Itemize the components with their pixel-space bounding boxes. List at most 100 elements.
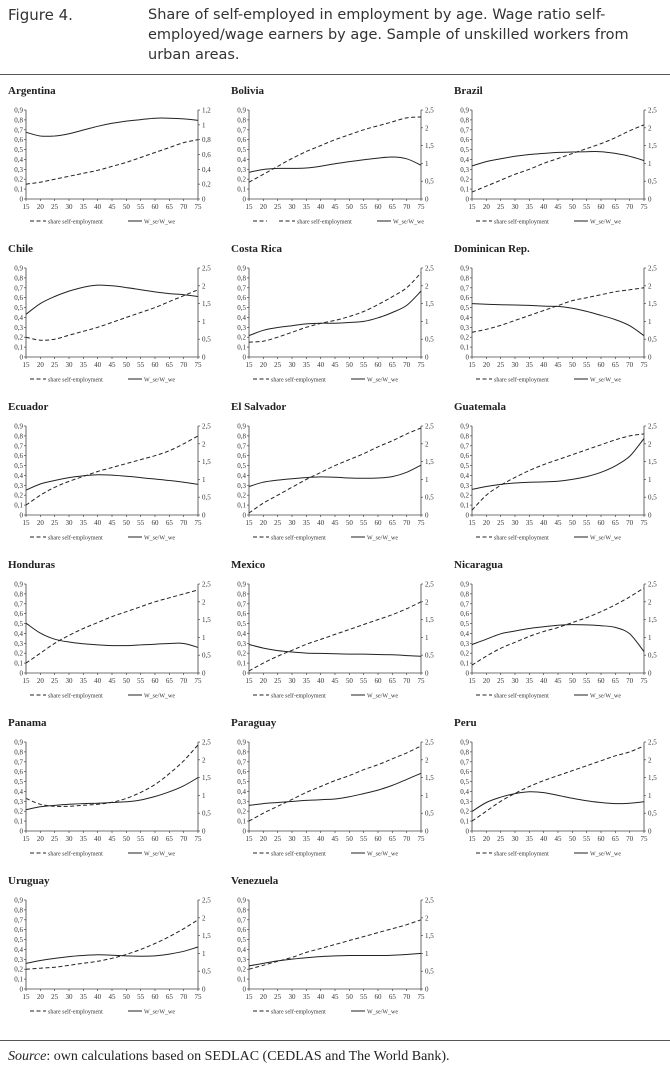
x-tick-label: 20 (37, 835, 45, 843)
series-line-wage-ratio (25, 777, 199, 811)
y-tick-label-right: 0,8 (202, 136, 211, 144)
y-tick-label-left: 0,2 (237, 176, 246, 184)
x-tick-label: 45 (555, 677, 563, 685)
x-tick-label: 45 (332, 993, 340, 1001)
x-tick-label: 30 (289, 361, 297, 369)
y-tick-label-left: 0 (243, 512, 247, 520)
x-tick-label: 65 (389, 835, 397, 843)
chart-title: Honduras (8, 559, 56, 571)
y-tick-label-right: 2 (648, 756, 652, 764)
series-line-wage-ratio (471, 438, 645, 490)
y-tick-label-left: 0,4 (14, 630, 23, 638)
y-tick-label-left: 0,8 (460, 274, 469, 282)
x-tick-label: 35 (303, 203, 311, 211)
y-tick-label-left: 0,1 (460, 660, 469, 668)
y-tick-label-left: 0,6 (460, 136, 469, 144)
y-tick-label-left: 0,9 (460, 581, 469, 589)
y-tick-label-left: 0,9 (460, 107, 469, 115)
chart-title: Guatemala (454, 401, 506, 413)
y-tick-label-right: 0,5 (648, 336, 657, 344)
chart-title: Chile (8, 243, 33, 255)
y-tick-label-left: 0,2 (14, 808, 23, 816)
y-tick-label-right: 1 (202, 634, 206, 642)
x-tick-label: 55 (137, 203, 145, 211)
x-tick-label: 40 (317, 361, 325, 369)
x-tick-label: 15 (23, 203, 31, 211)
y-tick-label-left: 0 (243, 354, 247, 362)
y-tick-label-right: 2,5 (425, 739, 434, 747)
chart-panama: Panama 0 0,1 0,2 0,3 0,4 0,5 0,6 0,7 0,80,9 0 0,5 1 1… (8, 717, 211, 857)
y-tick-label-right: 0,5 (425, 810, 434, 818)
x-tick-label: 70 (403, 203, 411, 211)
y-tick-label-left: 0,4 (460, 156, 469, 164)
legend-label-share: share self-employment (494, 850, 549, 857)
x-tick-label: 20 (37, 519, 45, 527)
y-tick-label-left: 0,1 (14, 186, 23, 194)
y-tick-label-right: 1,5 (648, 774, 657, 782)
x-tick-label: 65 (166, 835, 174, 843)
y-tick-label-right: 0,5 (648, 178, 657, 186)
y-tick-label-left: 0,9 (14, 581, 23, 589)
chart-honduras: Honduras 0 0,1 0,2 0,3 0,4 0,5 0,6 0,7 0,80,9 0 0,5… (8, 559, 211, 699)
y-tick-label-left: 0,7 (237, 442, 246, 450)
y-tick-label-left: 0,4 (237, 630, 246, 638)
y-tick-label-left: 0,6 (237, 768, 246, 776)
series-line-share-self-employment (471, 587, 645, 666)
y-tick-label-right: 0 (202, 512, 206, 520)
y-tick-label-left: 0,5 (460, 146, 469, 154)
y-tick-label-left: 0,8 (460, 590, 469, 598)
y-tick-label-right: 0 (648, 512, 652, 520)
x-tick-label: 40 (540, 203, 548, 211)
y-tick-label-left: 0,6 (460, 452, 469, 460)
x-tick-label: 75 (418, 835, 426, 843)
y-tick-label-left: 0,3 (460, 640, 469, 648)
legend-label-share: share self-employment (48, 1008, 103, 1015)
y-tick-label-left: 0,7 (14, 600, 23, 608)
y-tick-label-right: 2,5 (202, 423, 211, 431)
x-tick-label: 15 (23, 993, 31, 1001)
y-tick-label-left: 0 (466, 512, 470, 520)
y-tick-label-right: 0 (425, 512, 429, 520)
chart-costa-rica: Costa Rica 0 0,1 0,2 0,3 0,4 0,5 0,6 0,7 0,80,9 0 0… (231, 243, 434, 383)
x-tick-label: 20 (483, 519, 491, 527)
y-tick-label-left: 0,3 (14, 640, 23, 648)
y-tick-label-left: 0,2 (14, 492, 23, 500)
y-tick-label-right: 0 (202, 196, 206, 204)
y-tick-label-left: 0,7 (237, 758, 246, 766)
legend-label-share: share self-employment (494, 534, 549, 541)
x-tick-label: 70 (626, 677, 634, 685)
x-tick-label: 60 (598, 677, 606, 685)
x-tick-label: 75 (641, 677, 649, 685)
chart-title: Nicaragua (454, 559, 503, 571)
x-tick-label: 60 (375, 993, 383, 1001)
legend-label-wage: W_se/W_we (367, 1009, 398, 1015)
y-tick-label-left: 0,4 (460, 630, 469, 638)
y-tick-label-left: 0,8 (14, 590, 23, 598)
x-tick-label: 55 (360, 835, 368, 843)
chart-title: Paraguay (231, 717, 277, 729)
y-tick-label-left: 0,3 (14, 482, 23, 490)
legend-label-share: share self-employment (271, 376, 326, 383)
y-tick-label-right: 2 (648, 124, 652, 132)
y-tick-label-left: 0,5 (460, 620, 469, 628)
y-tick-label-left: 0 (243, 828, 247, 836)
series-line-wage-ratio (471, 151, 645, 167)
x-tick-label: 65 (389, 361, 397, 369)
source-text: : own calculations based on SEDLAC (CEDL… (46, 1049, 450, 1064)
x-tick-label: 20 (483, 835, 491, 843)
x-tick-label: 30 (512, 361, 520, 369)
x-tick-label: 25 (274, 835, 282, 843)
y-tick-label-right: 0,4 (202, 166, 211, 174)
x-tick-label: 35 (80, 993, 88, 1001)
y-tick-label-left: 0,4 (14, 788, 23, 796)
y-tick-label-left: 0,5 (460, 778, 469, 786)
chart-title: Ecuador (8, 401, 48, 413)
x-tick-label: 50 (123, 203, 131, 211)
series-line-wage-ratio (471, 791, 645, 812)
x-tick-label: 65 (612, 361, 620, 369)
y-tick-label-left: 0,3 (14, 956, 23, 964)
series-line-wage-ratio (471, 303, 645, 337)
chart-nicaragua: Nicaragua 0 0,1 0,2 0,3 0,4 0,5 0,6 0,7 0,80,9 0 0,… (454, 559, 657, 699)
legend-label-wage: W_se/W_we (590, 851, 621, 857)
y-tick-label-left: 0,3 (237, 482, 246, 490)
